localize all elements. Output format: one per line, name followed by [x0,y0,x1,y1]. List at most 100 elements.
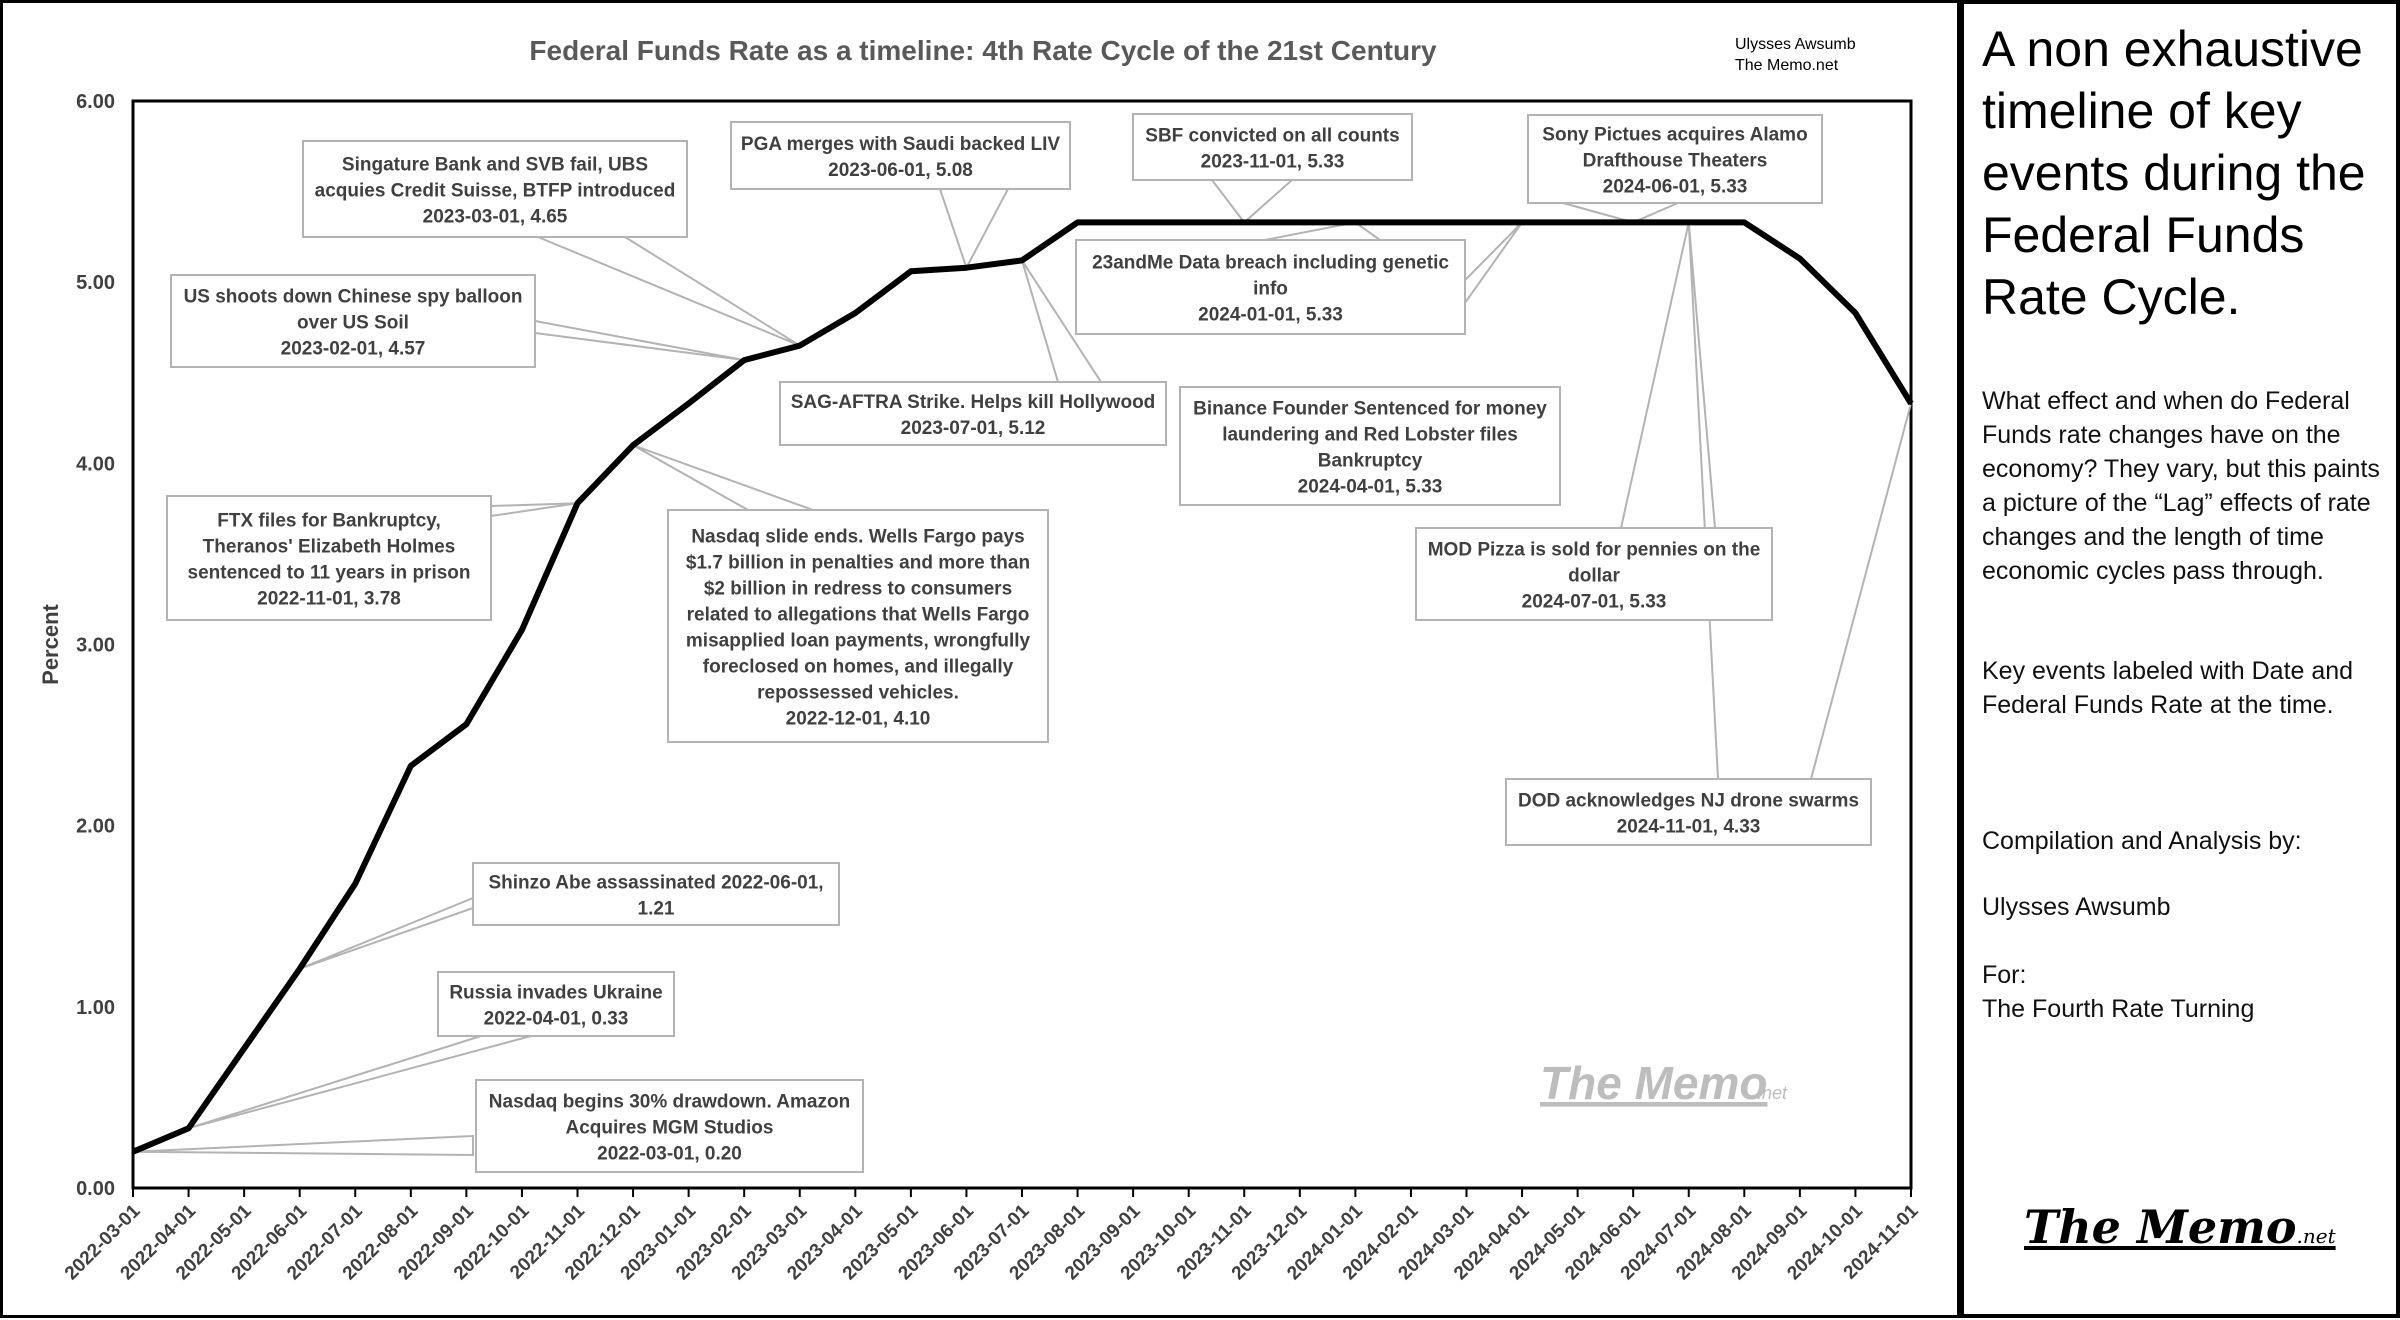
annotation-text-line: acquies Credit Suisse, BTFP introduced [315,180,676,201]
y-tick-label: 5.00 [76,272,115,294]
data-point [909,269,913,273]
annotation-callout: Nasdaq slide ends. Wells Fargo pays $1.7 … [667,509,1049,743]
annotation-box [472,862,840,926]
data-point [1409,220,1413,224]
data-point [131,1150,135,1154]
annotation-callout: SBF convicted on all counts 2023-11-01, 5… [1132,113,1413,181]
annotation-text-line: repossessed vehicles. [757,682,959,703]
data-point [1465,220,1468,224]
data-point [853,311,857,315]
annotation-text-line: 2024-04-01, 5.33 [1298,476,1443,497]
annotation-callout: 23andMe Data breach including genetic inf… [1075,239,1466,335]
data-point [1242,220,1246,224]
side-compilation-label: Compilation and Analysis by: [1982,827,2302,855]
data-point [1353,220,1357,224]
annotation-text-line: FTX files for Bankruptcy, [217,510,440,531]
side-key-events-text: Key events labeled with Date and Federal… [1982,657,2354,719]
annotation-callout: Russia invades Ukraine 2022-04-01, 0.33 [437,971,675,1037]
data-point [1576,220,1580,224]
data-point [1131,220,1135,224]
y-tick-label: 3.00 [76,635,115,657]
annotation-text-line: SBF convicted on all counts [1145,125,1399,146]
data-point [353,882,357,886]
annotation-text-line: MOD Pizza is sold for pennies on the [1428,539,1761,560]
annotation-text-line: Binance Founder Sentenced for money [1193,398,1547,419]
data-point [409,764,413,768]
side-for-value: The Fourth Rate Turning [1982,995,2255,1023]
annotation-text-line: $2 billion in redress to consumers [704,578,1012,599]
annotation-text-line: 2024-01-01, 5.33 [1198,304,1343,325]
annotation-text-line: over US Soil [297,312,409,333]
annotation-leader [1209,179,1295,224]
data-point [631,443,635,447]
y-axis-label: Percent [38,603,63,684]
annotation-callout: Singature Bank and SVB fail, UBS acquies … [302,140,688,238]
annotation-callout: FTX files for Bankruptcy, Theranos' Eliza… [166,495,492,621]
annotation-box [1075,239,1466,335]
annotation-callout: Nasdaq begins 30% drawdown. Amazon Acquir… [475,1079,864,1173]
data-point [687,402,691,406]
data-point [520,628,524,632]
annotation-box [475,1079,864,1173]
side-logo-text: The Memo [2024,1200,2297,1254]
data-point [1520,220,1524,224]
annotation-text-line: Sony Pictues acquires Alamo [1542,124,1807,145]
watermark-text: The Memo [1540,1057,1767,1109]
annotation-text-line: sentenced to 11 years in prison [188,562,471,583]
annotation-text-line: misapplied loan payments, wrongfully [686,630,1031,651]
annotation-box [1527,114,1823,204]
data-point [187,1126,191,1130]
annotation-text-line: foreclosed on homes, and illegally [703,656,1014,677]
side-logo: The Memo.net [2024,1200,2336,1254]
annotation-text-line: Theranos' Elizabeth Holmes [203,536,456,557]
annotation-leader [132,1134,474,1157]
annotation-text-line: 2023-03-01, 4.65 [423,206,568,227]
annotation-callout: DOD acknowledges NJ drone swarms 2024-11-… [1505,778,1872,846]
x-axis: 2022-03-012022-04-012022-05-012022-06-01… [61,1188,1923,1284]
annotation-callout: US shoots down Chinese spy balloon over U… [170,274,536,368]
annotation-text-line: 23andMe Data breach including genetic [1092,252,1449,273]
side-intro-text: What effect and when do Federal Funds ra… [1982,387,2380,585]
chart-title: Federal Funds Rate as a timeline: 4th Ra… [529,35,1437,66]
annotation-text-line: 2022-12-01, 4.10 [786,708,931,729]
data-point [1187,220,1191,224]
annotation-box [170,274,536,368]
data-point [1742,220,1746,224]
data-point [1076,220,1080,224]
data-point [742,358,746,362]
data-point [1631,220,1635,224]
annotation-leader [632,444,814,511]
data-point [1798,257,1802,261]
y-tick-label: 2.00 [76,816,115,838]
annotation-callout: Shinzo Abe assassinated 2022-06-01, 1.21 [472,862,840,926]
annotation-box [779,381,1167,446]
chart-credit-line: Ulysses Awsumb [1735,36,1856,53]
annotation-text-line: $1.7 billion in penalties and more than [686,552,1030,573]
y-tick-label: 0.00 [76,1178,115,1200]
data-point [242,1047,246,1051]
side-author: Ulysses Awsumb [1982,893,2171,921]
side-heading: A non exhaustive timeline of key events … [1982,21,2366,325]
annotation-text-line: DOD acknowledges NJ drone swarms [1518,790,1859,811]
annotation-callout: Binance Founder Sentenced for money laund… [1179,386,1561,506]
annotation-box [302,140,688,238]
rate-timeline-chart: Federal Funds Rate as a timeline: 4th Ra… [38,35,1923,1284]
annotation-text-line: 2023-07-01, 5.12 [901,418,1046,439]
y-axis: 0.00 1.00 2.00 3.00 4.00 5.00 6.00 Percent [38,91,115,1200]
annotation-text-line: 2023-02-01, 4.57 [281,338,426,359]
annotation-text-line: 2023-06-01, 5.08 [828,160,973,181]
annotation-leader [938,188,1010,271]
annotation-text-line: PGA merges with Saudi backed LIV [741,134,1061,155]
annotation-text-line: 2024-06-01, 5.33 [1603,176,1748,197]
annotation-callout: Sony Pictues acquires Alamo Drafthouse Th… [1527,114,1823,204]
annotation-text-line: info [1253,278,1288,299]
annotation-text-line: 2022-03-01, 0.20 [597,1143,742,1164]
annotation-text-line: 2024-11-01, 4.33 [1617,816,1761,837]
watermark: The Memo.net [1540,1057,1788,1109]
annotation-text-line: Bankruptcy [1318,450,1423,471]
annotation-box [1505,778,1872,846]
annotation-callout: SAG-AFTRA Strike. Helps kill Hollywood 20… [779,381,1167,446]
annotation-text-line: 2023-11-01, 5.33 [1201,151,1345,172]
watermark-suffix: .net [1757,1083,1788,1103]
annotation-text-line: laundering and Red Lobster files [1222,424,1518,445]
